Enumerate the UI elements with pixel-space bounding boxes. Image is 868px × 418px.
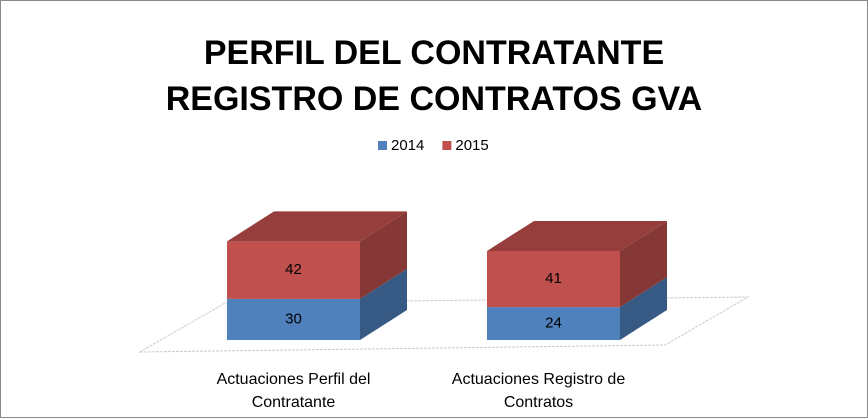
legend-swatch xyxy=(442,141,452,150)
bar-side xyxy=(360,211,407,299)
bar xyxy=(487,250,620,308)
bar-side xyxy=(620,277,667,340)
floor xyxy=(138,296,750,353)
data-label: 41 xyxy=(545,270,562,287)
x-tick-label: Actuaciones Perfil del Contratante xyxy=(216,371,371,411)
legend-label: 2015 xyxy=(455,137,488,154)
data-label: 42 xyxy=(285,261,302,278)
chart-title: PERFIL DEL CONTRATANTE REGISTRO DE CONTR… xyxy=(165,34,703,118)
bar-side xyxy=(360,268,407,340)
bar-side xyxy=(620,220,667,308)
bar xyxy=(227,241,360,299)
data-label: 30 xyxy=(285,310,302,327)
data-label: 24 xyxy=(545,315,562,332)
legend-label: 2014 xyxy=(391,137,424,154)
bar xyxy=(487,307,620,340)
bar-top xyxy=(227,211,407,242)
bar xyxy=(227,298,360,340)
legend-swatch xyxy=(378,141,387,150)
x-tick-label: Actuaciones Registro de Contratos xyxy=(451,371,626,411)
bar-top xyxy=(487,220,667,251)
